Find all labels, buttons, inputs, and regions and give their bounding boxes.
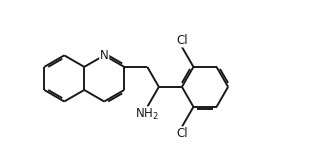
Text: Cl: Cl: [176, 127, 188, 140]
Text: N: N: [100, 49, 109, 62]
Text: Cl: Cl: [176, 34, 188, 47]
Text: NH$_2$: NH$_2$: [135, 107, 159, 122]
